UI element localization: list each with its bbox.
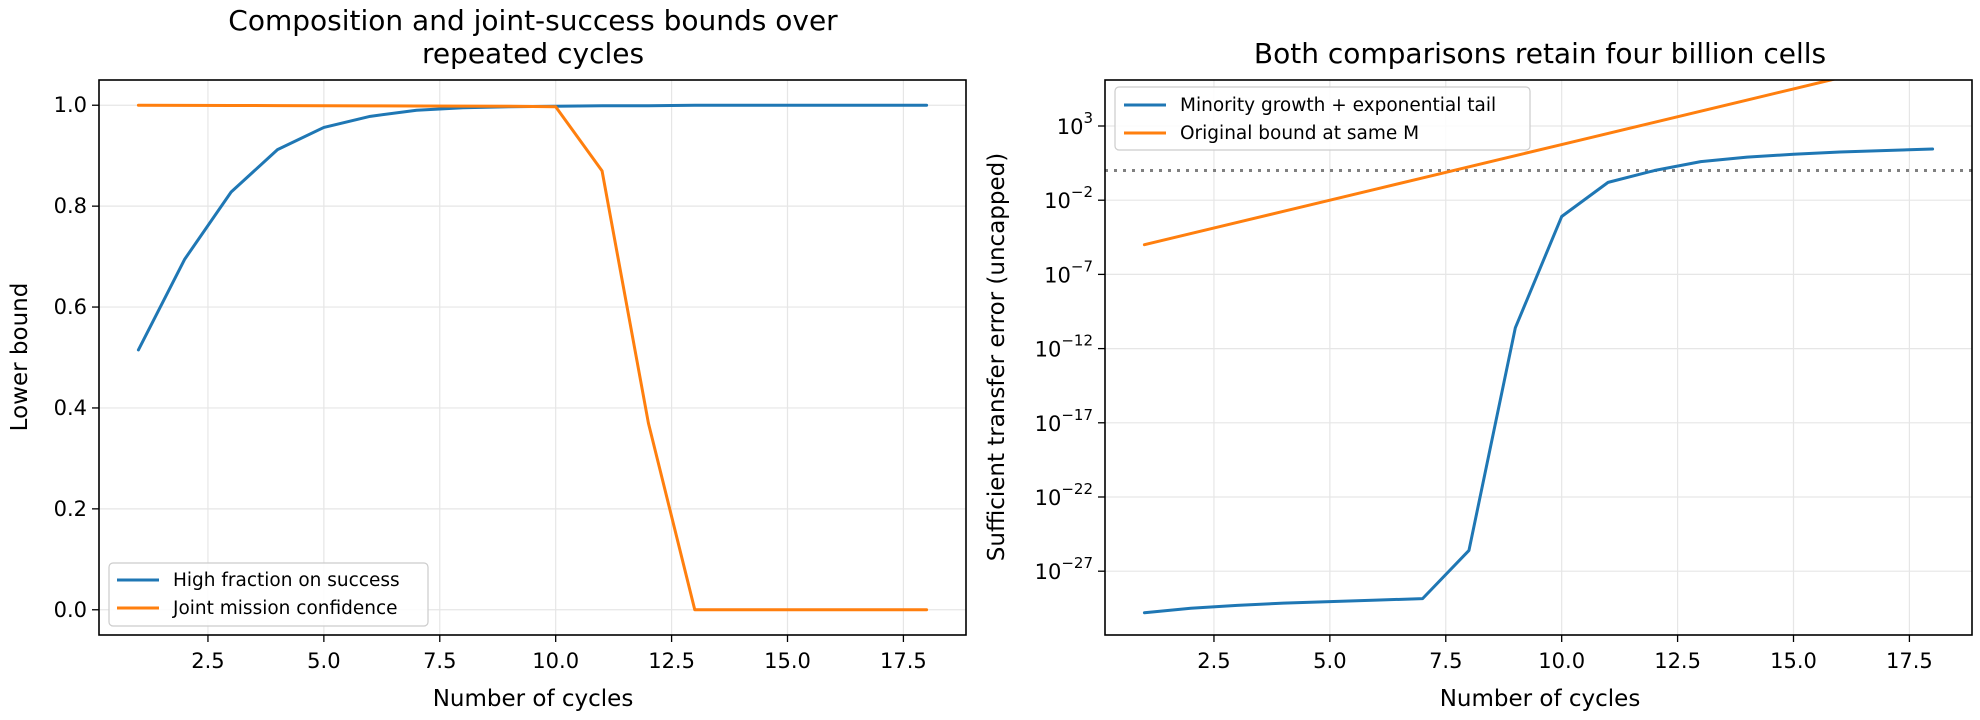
right-chart-legend: Minority growth + exponential tail Origi… bbox=[1114, 86, 1531, 151]
right-chart-grid bbox=[1105, 80, 1972, 635]
left-chart-x-label: Number of cycles bbox=[433, 686, 634, 712]
y-tick-label: 10−22 bbox=[1035, 480, 1093, 510]
right-chart-frame bbox=[1104, 79, 1973, 636]
y-tick-label: 0.6 bbox=[54, 295, 87, 319]
x-tick-label: 12.5 bbox=[648, 649, 695, 673]
x-tick-label: 10.0 bbox=[532, 649, 579, 673]
left-legend-box bbox=[108, 562, 429, 627]
left-chart-legend: High fraction on success Joint mission c… bbox=[108, 562, 429, 627]
x-tick-label: 17.5 bbox=[880, 649, 927, 673]
series-line-1 bbox=[136, 103, 929, 352]
y-tick-label: 0.4 bbox=[54, 396, 87, 420]
y-tick-label: 10−2 bbox=[1044, 183, 1093, 213]
x-tick-label: 12.5 bbox=[1654, 649, 1701, 673]
y-tick-label: 0.2 bbox=[54, 497, 87, 521]
y-tick-label: 0.8 bbox=[54, 194, 87, 218]
y-tick-label: 10−12 bbox=[1035, 332, 1093, 362]
left-chart-y-label: Lower bound bbox=[7, 283, 33, 432]
x-tick-label: 15.0 bbox=[1770, 649, 1817, 673]
series-line-1 bbox=[1142, 147, 1935, 615]
y-tick-label: 10−7 bbox=[1044, 257, 1093, 287]
right-chart-title: Both comparisons retain four billion cel… bbox=[1254, 37, 1826, 70]
right-legend-label-2: Original bound at same M bbox=[1180, 123, 1419, 144]
y-tick-label: 10−27 bbox=[1035, 554, 1093, 584]
y-tick-label: 0.0 bbox=[54, 598, 87, 622]
x-tick-label: 2.5 bbox=[1197, 649, 1230, 673]
y-tick-label: 10−17 bbox=[1035, 406, 1093, 436]
x-tick-label: 10.0 bbox=[1538, 649, 1585, 673]
right-chart: Both comparisons retain four billion cel… bbox=[984, 37, 1973, 712]
x-tick-label: 5.0 bbox=[1313, 649, 1346, 673]
x-tick-label: 7.5 bbox=[423, 649, 456, 673]
left-chart-series bbox=[136, 103, 929, 612]
y-tick-label: 103 bbox=[1057, 109, 1093, 139]
x-tick-label: 15.0 bbox=[764, 649, 811, 673]
x-tick-label: 17.5 bbox=[1886, 649, 1933, 673]
right-legend-label-1: Minority growth + exponential tail bbox=[1180, 95, 1496, 116]
left-chart-title-line-2: repeated cycles bbox=[422, 37, 644, 70]
left-chart-grid bbox=[99, 80, 966, 635]
left-chart-ticks: 2.5 5.0 7.5 10.0 12.5 15.0 17.5 0.0 0.2 0.4 0.6 0.8… bbox=[54, 93, 927, 673]
right-chart-y-label: Sufficient transfer error (uncapped) bbox=[984, 153, 1010, 561]
left-chart-title-line-1: Composition and joint-success bounds ove… bbox=[228, 4, 838, 37]
x-tick-label: 5.0 bbox=[307, 649, 340, 673]
series-line-2 bbox=[1142, 80, 1837, 247]
y-tick-label: 1.0 bbox=[54, 93, 87, 117]
left-chart: Composition and joint-success bounds ove… bbox=[7, 4, 967, 712]
x-tick-label: 7.5 bbox=[1429, 649, 1462, 673]
right-chart-x-label: Number of cycles bbox=[1440, 686, 1641, 712]
right-legend-box bbox=[1114, 86, 1531, 151]
right-chart-series bbox=[1142, 80, 1935, 615]
series-line-2 bbox=[136, 103, 929, 612]
x-tick-label: 2.5 bbox=[191, 649, 224, 673]
right-chart-ticks: 2.5 5.0 7.5 10.0 12.5 15.0 17.5 10−27 10−22 10−17… bbox=[1035, 109, 1933, 673]
left-legend-label-1: High fraction on success bbox=[173, 570, 400, 591]
left-chart-frame bbox=[98, 79, 967, 636]
left-legend-label-2: Joint mission confidence bbox=[172, 598, 398, 619]
